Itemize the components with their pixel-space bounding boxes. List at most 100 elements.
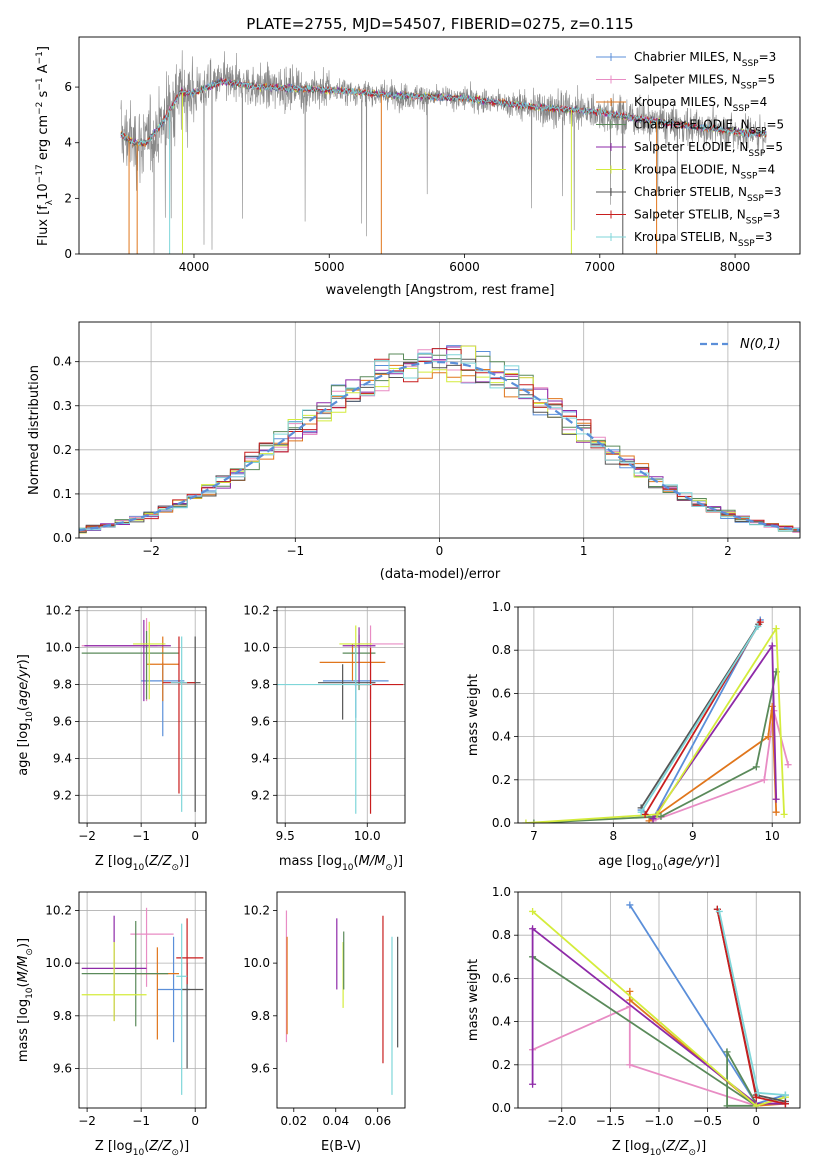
y-tick-label: 0.0 (492, 1101, 511, 1115)
weight-series-marker (772, 795, 780, 803)
weight-series-marker (657, 813, 665, 821)
x-axis-label: age [log10(age/yr)] (598, 854, 720, 873)
weight-series-marker (645, 817, 653, 823)
y-tick-label: 0.6 (492, 971, 511, 985)
y-tick-label: 10.0 (243, 956, 270, 970)
y-tick-label: 9.6 (53, 714, 72, 728)
y-tick-label: 9.2 (53, 788, 72, 802)
x-axis-label: wavelength [Angstrom, rest frame] (326, 283, 555, 298)
axes-frame (517, 891, 801, 1109)
axes-frame (78, 891, 207, 1109)
y-tick-label: 10.2 (243, 604, 270, 618)
weight-vs-age-panel: 7 8 9 10 0.0 0.2 0.4 0.6 0.8 1.0 age [log10(age/yr… (466, 600, 801, 873)
weight-series-marker (626, 987, 634, 995)
x-tick-label: 0 (752, 1114, 760, 1128)
y-tick-label: 0.2 (53, 443, 72, 457)
legend-label: Chabrier ELODIE, NSSP=5 (634, 118, 784, 137)
weight-series-line (718, 911, 786, 1096)
residual-histogram-step (79, 358, 800, 533)
x-tick-label: −1.5 (596, 1114, 625, 1128)
legend-label: N(0,1) (740, 337, 781, 352)
y-tick-label: 9.2 (251, 788, 270, 802)
weight-series-line (525, 625, 785, 823)
x-tick-label: 5000 (314, 260, 345, 274)
x-tick-label: 0.06 (364, 1114, 391, 1128)
y-tick-label: 9.4 (53, 751, 72, 765)
y-axis-label: mass weight (466, 959, 481, 1041)
y-tick-label: 9.6 (53, 1061, 72, 1075)
weight-series-marker (780, 810, 788, 818)
legend-label: Salpeter ELODIE, NSSP=5 (634, 140, 783, 159)
x-tick-label: 0.04 (322, 1114, 349, 1128)
plot-area (81, 618, 201, 812)
weight-series-marker (756, 618, 764, 626)
residuals-panel: −2 −1 0 1 2 0.0 0.1 0.2 0.3 0.4 N(0,1) (data-model)… (27, 321, 801, 582)
x-tick-label: −1 (286, 544, 304, 558)
legend-label: Kroupa ELODIE, NSSP=4 (634, 163, 775, 182)
x-axis-label: Z [log10(Z/Z⊙)] (612, 1139, 706, 1158)
y-tick-label: 9.4 (251, 751, 270, 765)
y-tick-label: 0.0 (492, 816, 511, 830)
weight-series-marker (649, 815, 657, 823)
spectrum-panel: 4000 5000 6000 7000 8000 0 2 4 6 wavelength [Angs… (35, 36, 801, 298)
y-tick-label: 0 (64, 247, 72, 261)
x-tick-label: 2 (724, 544, 732, 558)
y-tick-label: 0.8 (492, 643, 511, 657)
residual-histogram-step (79, 348, 800, 532)
plot-area (529, 901, 789, 1108)
x-tick-label: −2 (142, 544, 160, 558)
y-tick-label: 9.8 (251, 678, 270, 692)
y-tick-label: 0.4 (53, 355, 72, 369)
y-tick-label: 2 (64, 191, 72, 205)
y-axis-label: Normed distribution (27, 365, 42, 495)
model-spectrum-line (120, 78, 767, 146)
y-axis-label: mass weight (466, 674, 481, 756)
weight-series-marker (530, 819, 538, 823)
axes-frame (78, 606, 207, 824)
x-tick-label: −0.5 (693, 1114, 722, 1128)
x-tick-label: 6000 (449, 260, 480, 274)
weight-series-marker (626, 996, 634, 1004)
x-tick-label: 1 (580, 544, 588, 558)
weight-series-marker (626, 901, 634, 909)
x-axis-label: E(B-V) (321, 1139, 361, 1154)
weight-series-marker (522, 819, 530, 823)
y-tick-label: 0.2 (492, 1058, 511, 1072)
y-tick-label: 9.8 (53, 1009, 72, 1023)
weight-series-marker (764, 733, 772, 741)
x-tick-label: 0 (191, 829, 199, 843)
x-tick-label: 8000 (720, 260, 751, 274)
axes-frame (276, 606, 406, 824)
y-tick-label: 0.8 (492, 928, 511, 942)
weight-series-line (532, 956, 760, 1107)
legend-label: Kroupa STELIB, NSSP=3 (634, 230, 772, 249)
plot-area (79, 345, 800, 534)
x-tick-label: 0 (191, 1114, 199, 1128)
plot-area (522, 616, 792, 823)
x-tick-label: −2 (78, 1114, 96, 1128)
weight-series-marker (754, 622, 762, 630)
weight-series-marker (772, 625, 780, 633)
weight-series-marker (784, 761, 792, 769)
weight-series-marker (772, 808, 780, 816)
legend-label: Chabrier STELIB, NSSP=3 (634, 185, 782, 204)
y-tick-label: 0.2 (492, 773, 511, 787)
y-tick-label: 10.0 (45, 641, 72, 655)
x-tick-label: 9 (689, 829, 697, 843)
y-tick-label: 0.4 (492, 730, 511, 744)
plot-area (81, 907, 204, 1095)
x-axis-label: (data-model)/error (380, 567, 501, 582)
weight-series-line (533, 671, 778, 823)
y-tick-label: 0.0 (53, 531, 72, 545)
y-tick-label: 10.0 (243, 641, 270, 655)
legend-label: Chabrier MILES, NSSP=3 (634, 50, 776, 69)
legend-label: Salpeter MILES, NSSP=5 (634, 73, 775, 92)
y-tick-label: 9.6 (251, 1061, 270, 1075)
y-tick-label: 9.6 (251, 714, 270, 728)
x-tick-label: 8 (610, 829, 618, 843)
x-tick-label: 0.02 (280, 1114, 307, 1128)
x-tick-label: −2.0 (547, 1114, 576, 1128)
weight-vs-z-panel: −2.0 −1.5 −1.0 −0.5 0 0.0 0.2 0.4 0.6 0.8 1.0 Z [lo… (466, 885, 801, 1158)
x-tick-label: −2 (78, 829, 96, 843)
